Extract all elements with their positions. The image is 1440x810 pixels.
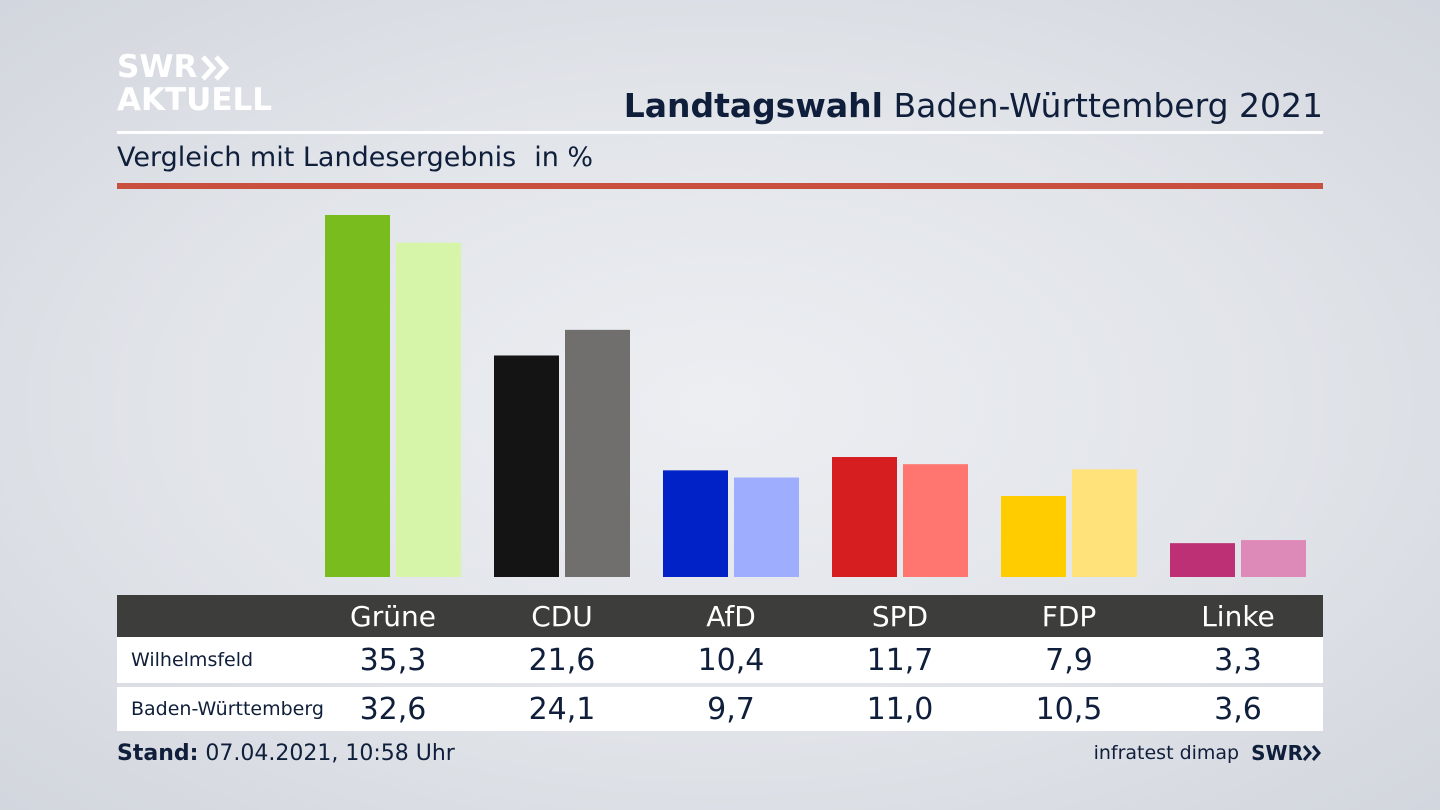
table-header: Grüne CDU AfD SPD FDP Linke [117, 595, 1323, 637]
timestamp: Stand: 07.04.2021, 10:58 Uhr [117, 741, 455, 766]
swr-aktuell-logo: SWR AKTUELL [117, 52, 272, 116]
bar-chart [325, 215, 1306, 577]
table-cell: 10,4 [697, 642, 765, 678]
title-bold: Landtagswahl [623, 86, 883, 125]
bar-cdu-state [565, 329, 630, 577]
bar-linke-state [1241, 540, 1306, 577]
row-label-wilhelmsfeld: Wilhelmsfeld [131, 649, 254, 671]
table-row: Wilhelmsfeld 35,3 21,6 10,4 11,7 7,9 3,3 [117, 637, 1323, 683]
bar-grne-local [325, 215, 390, 577]
subtitle: Vergleich mit Landesergebnis in % [117, 142, 593, 173]
table-cell: 10,5 [1035, 691, 1103, 727]
accent-divider [117, 183, 1323, 189]
title-divider [117, 131, 1323, 134]
double-chevron-icon [201, 54, 230, 81]
header-gruene: Grüne [350, 599, 436, 633]
table-cell: 3,3 [1214, 642, 1262, 678]
bar-afd-state [734, 477, 799, 577]
stand-value: 07.04.2021, 10:58 Uhr [205, 741, 455, 766]
double-chevron-icon [1303, 745, 1321, 761]
page-title: Landtagswahl Baden-Württemberg 2021 [624, 86, 1323, 125]
bar-fdp-local [1001, 495, 1066, 577]
table-cell: 9,7 [707, 691, 755, 727]
results-table: Grüne CDU AfD SPD FDP Linke Wilhelmsfeld… [117, 595, 1323, 731]
swr-brand-text: SWR [1251, 741, 1303, 765]
header-fdp: FDP [1041, 599, 1097, 633]
bar-spd-state [903, 464, 968, 577]
header-cdu: CDU [531, 599, 593, 633]
table-cell: 21,6 [528, 642, 596, 678]
bar-fdp-state [1072, 469, 1137, 577]
source-text: infratest dimap [1093, 742, 1240, 764]
logo-line1: SWR [117, 49, 198, 85]
table-row: Baden-Württemberg 32,6 24,1 9,7 11,0 10,… [117, 687, 1323, 731]
table-cell: 3,6 [1214, 691, 1262, 727]
subtitle-text: Vergleich mit Landesergebnis [117, 142, 517, 173]
swr-brand: SWR [1251, 741, 1323, 765]
subtitle-unit: in % [534, 142, 594, 173]
header-afd: AfD [706, 599, 756, 633]
table-cell: 11,7 [866, 642, 934, 678]
bar-afd-local [663, 470, 728, 577]
table-cell: 7,9 [1045, 642, 1093, 678]
bar-cdu-local [494, 355, 559, 577]
row-label-baden-wuerttemberg: Baden-Württemberg [131, 698, 324, 720]
title-rest: Baden-Württemberg 2021 [893, 86, 1323, 125]
header-spd: SPD [871, 599, 929, 633]
stand-label: Stand: [117, 741, 199, 766]
table-cell: 32,6 [359, 691, 427, 727]
bar-spd-local [832, 457, 897, 577]
bar-grne-state [396, 242, 461, 577]
table-cell: 35,3 [359, 642, 427, 678]
table-cell: 11,0 [866, 691, 934, 727]
header-linke: Linke [1201, 599, 1275, 633]
table-cell: 24,1 [528, 691, 596, 727]
bar-linke-local [1170, 543, 1235, 577]
logo-line2: AKTUELL [117, 82, 273, 118]
source-credit: infratest dimap SWR [1094, 741, 1323, 765]
